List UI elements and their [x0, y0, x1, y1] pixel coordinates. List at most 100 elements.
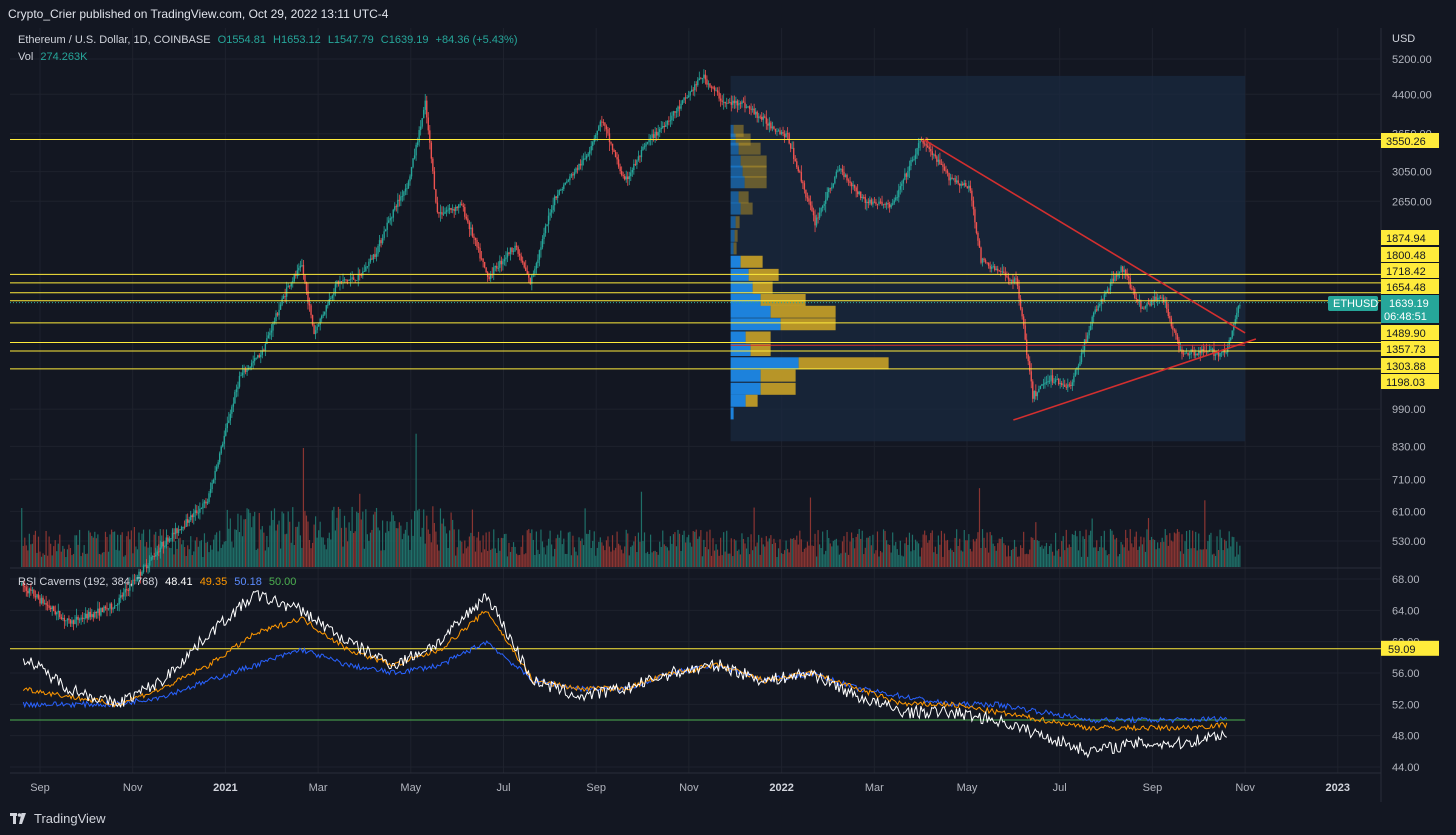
candle-body	[282, 296, 285, 299]
time-tick-label: Mar	[309, 782, 328, 794]
volume-bar	[873, 553, 876, 567]
volume-bar	[1062, 536, 1064, 567]
candle-body	[849, 181, 851, 184]
candle-body	[91, 614, 93, 617]
volume-bar	[420, 536, 422, 567]
candle-body	[927, 145, 929, 148]
tradingview-logo[interactable]: TradingView	[10, 811, 106, 826]
volume-bar	[264, 550, 266, 567]
candle-body	[418, 130, 420, 143]
volume-bar	[476, 537, 478, 567]
volume-bar	[182, 540, 184, 567]
volume-bar	[688, 534, 690, 567]
candle-body	[966, 186, 969, 189]
volume-bar	[404, 529, 407, 567]
candles	[21, 69, 1241, 631]
volume-bar	[421, 527, 423, 567]
volume-bar	[375, 507, 378, 567]
volume-bar	[854, 548, 856, 567]
candle-body	[564, 182, 567, 185]
candle-body	[540, 247, 542, 251]
volume-bar	[1125, 529, 1127, 567]
candle-body	[1185, 352, 1188, 354]
volume-bar	[273, 508, 276, 567]
candle-body	[528, 274, 530, 278]
volume-bar	[1064, 550, 1066, 567]
volume-bar	[988, 552, 990, 567]
volume-profile-bar-up	[730, 343, 751, 356]
volume-bar	[1216, 536, 1218, 567]
volume-bar	[407, 535, 410, 567]
candle-body	[1070, 384, 1072, 386]
rsi-value-green: 50.00	[268, 576, 297, 588]
symbol-tag-bg	[1328, 296, 1378, 311]
candle-body	[234, 392, 236, 404]
volume-bar	[254, 511, 256, 567]
volume-bar	[138, 532, 140, 567]
candle-body	[1166, 301, 1168, 309]
volume-bar	[651, 552, 653, 567]
candle-body	[965, 183, 967, 187]
volume-bar	[1176, 529, 1179, 567]
volume-bar	[302, 447, 305, 567]
volume-bar	[723, 532, 725, 567]
price-tick-label: 2650.00	[1392, 196, 1432, 208]
volume-profile-bar-down	[733, 124, 744, 137]
volume-bar	[106, 536, 108, 567]
volume-bar	[514, 546, 516, 567]
candle-body	[975, 222, 978, 233]
candle-body	[1094, 309, 1096, 313]
volume-bar	[328, 532, 330, 567]
candle-body	[1033, 390, 1036, 399]
volume-bar	[1208, 534, 1211, 567]
volume-bar	[677, 529, 679, 567]
candle-body	[888, 204, 891, 208]
volume-bar	[37, 536, 40, 567]
volume-bar	[707, 549, 710, 567]
volume-bar	[971, 551, 973, 567]
volume-bar	[488, 531, 490, 567]
candle-body	[1068, 384, 1071, 386]
candle-body	[380, 240, 382, 244]
volume-bar	[963, 529, 965, 567]
candle-body	[139, 571, 142, 576]
volume-bar	[748, 554, 751, 567]
candle-body	[987, 262, 990, 266]
volume-profile-bar-up	[730, 369, 761, 382]
candle-body	[678, 106, 681, 109]
candle-body	[316, 326, 318, 331]
volume-bar	[1000, 538, 1002, 567]
symbol-title: Ethereum / U.S. Dollar, 1D, COINBASE	[18, 34, 211, 46]
candle-body	[188, 520, 190, 523]
volume-bar	[942, 556, 944, 567]
candle-body	[835, 171, 838, 177]
candle-body	[834, 176, 836, 184]
candle-body	[191, 515, 193, 518]
volume-profile-bar-up	[730, 155, 741, 168]
volume-bar	[511, 546, 513, 567]
candle-body	[701, 77, 704, 79]
candle-body	[454, 206, 457, 212]
candle-body	[36, 594, 38, 598]
volume-bar	[709, 529, 711, 567]
candle-body	[285, 287, 288, 297]
candle-body	[1027, 354, 1029, 362]
candle-body	[48, 605, 50, 608]
candle-body	[395, 206, 398, 208]
candle-body	[1123, 269, 1125, 272]
candle-body	[561, 188, 563, 190]
volume-bar	[551, 544, 553, 567]
volume-bar	[170, 548, 172, 567]
volume-bar	[238, 532, 241, 567]
volume-bar	[1230, 546, 1232, 567]
volume-bar	[534, 554, 536, 567]
candle-body	[861, 196, 863, 199]
candle-body	[1181, 349, 1183, 354]
volume-bar	[846, 531, 848, 567]
volume-bar	[1021, 548, 1023, 567]
volume-bar	[649, 534, 652, 567]
candle-body	[1015, 278, 1017, 280]
candle-body	[25, 587, 27, 591]
candle-body	[497, 267, 500, 269]
